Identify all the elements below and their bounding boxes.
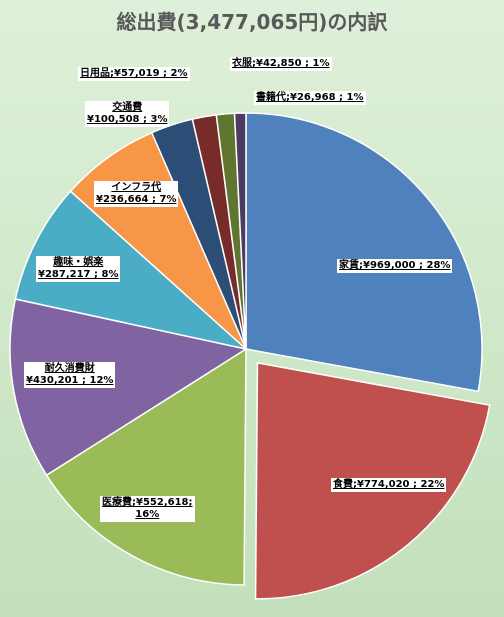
pie-slice-durables bbox=[9, 298, 248, 477]
data-label-medical: 医療費;¥552,618; 16% bbox=[100, 496, 195, 522]
data-label-clothing: 衣服;¥42,850 ; 1% bbox=[230, 57, 332, 71]
pie-slice-hobby bbox=[14, 190, 249, 351]
data-label-rent: 家賃;¥969,000 ; 28% bbox=[337, 259, 453, 273]
chart-title: 総出費(3,477,065円)の内訳 bbox=[116, 10, 388, 34]
pie-slice-books bbox=[233, 112, 247, 350]
data-label-hobby: 趣味・娯楽 ¥287,217 ; 8% bbox=[36, 256, 121, 282]
pie-slice-rent bbox=[245, 112, 483, 393]
data-label-books: 書籍代;¥26,968 ; 1% bbox=[254, 91, 366, 105]
data-label-infrastructure: インフラ代 ¥236,664 ; 7% bbox=[94, 181, 179, 207]
pie-slice-medical bbox=[45, 347, 247, 586]
data-label-food: 食費;¥774,020 ; 22% bbox=[331, 478, 447, 492]
data-label-daily-goods: 日用品;¥57,019 ; 2% bbox=[78, 67, 190, 81]
data-label-durables: 耐久消費財 ¥430,201 ; 12% bbox=[24, 362, 116, 388]
data-label-transport: 交通費 ¥100,508 ; 3% bbox=[85, 101, 170, 127]
